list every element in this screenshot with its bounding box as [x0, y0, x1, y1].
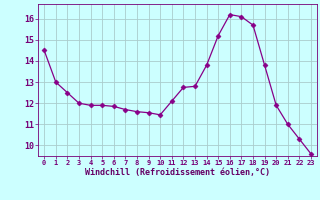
- X-axis label: Windchill (Refroidissement éolien,°C): Windchill (Refroidissement éolien,°C): [85, 168, 270, 177]
